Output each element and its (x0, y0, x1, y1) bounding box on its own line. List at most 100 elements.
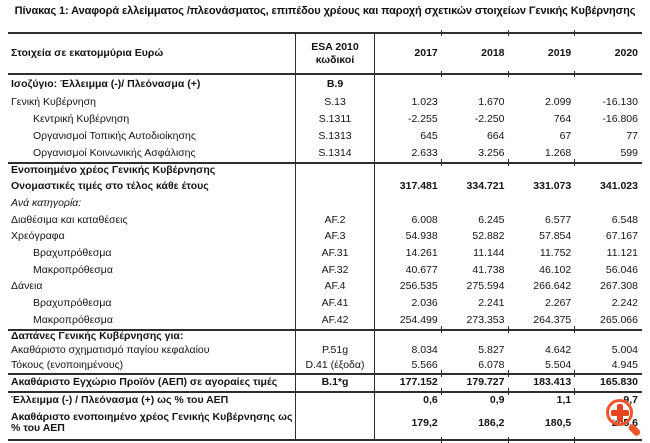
row-label: Κεντρική Κυβέρνηση (33, 112, 130, 125)
table-row: Δάνεια AF.4 256.535 275.594 266.642 267.308 (8, 278, 642, 296)
row-value-2018: 6.245 (478, 213, 505, 226)
table-row: Μακροπρόθεσμα AF.32 40.677 41.738 46.102 56.0… (8, 262, 642, 279)
row-esa-code: AF.42 (295, 312, 375, 329)
table-row: Ακαθάριστο σχηματισμό παγίου κεφαλαίου P.… (8, 343, 642, 359)
table-row: Ονομαστικές τιμές στο τέλος κάθε έτους 31… (8, 178, 642, 196)
row-value-2017: 2.633 (411, 146, 438, 159)
table-row: Ισοζύγιο: Έλλειμμα (-)/ Πλεόνασμα (+) B.9 (8, 75, 642, 94)
row-value-2019: 264.375 (533, 313, 572, 326)
row-esa-code (295, 392, 375, 408)
row-value-2020: 5.004 (611, 344, 638, 357)
row-value-2017 (375, 75, 442, 94)
row-value-2018 (442, 195, 509, 212)
row-label: Βραχυπρόθεσμα (33, 296, 112, 309)
table-row: Κεντρική Κυβέρνηση S.1311 -2.255 -2.250 764 -… (8, 111, 642, 128)
row-esa-code (295, 164, 375, 179)
row-label: Έλλειμμα (-) / Πλεόνασμα (+) ως % του ΑΕ… (11, 393, 229, 406)
table-row: Βραχυπρόθεσμα AF.41 2.036 2.241 2.267 2.242 (8, 295, 642, 313)
row-value-2017: 6.008 (411, 213, 438, 226)
row-value-2018: 52.882 (472, 230, 505, 243)
row-value-2018: 3.256 (478, 146, 505, 159)
row-value-2019: 5.504 (544, 358, 572, 371)
header-year-2017: 2017 (414, 46, 438, 59)
row-value-2019 (507, 159, 576, 179)
row-esa-code: B.1*g (295, 374, 375, 391)
magnifier-handle (627, 422, 642, 437)
table-row: Διαθέσιμα και καταθέσεις AF.2 6.008 6.245 6.… (8, 212, 642, 229)
row-value-2020: 6.548 (611, 213, 638, 226)
table-header-row: Στοιχεία σε εκατομμύρια Ευρώ ESA 2010 κω… (8, 30, 642, 77)
row-value-2020: 56.046 (605, 263, 638, 276)
row-value-2018: 1.670 (478, 95, 505, 108)
row-value-2019: 67 (559, 129, 572, 142)
table-body: Ισοζύγιο: Έλλειμμα (-)/ Πλεόνασμα (+) B.9… (8, 75, 642, 443)
row-value-2019: 2.267 (544, 296, 572, 309)
row-esa-code: S.13 (295, 94, 375, 111)
row-value-2018: 186,2 (440, 408, 509, 443)
row-value-2018: 6.078 (478, 358, 505, 371)
row-label: Γενική Κυβέρνηση (11, 95, 96, 108)
row-value-2018: 275.594 (466, 280, 505, 293)
row-value-2020 (575, 75, 642, 94)
row-value-2019: 183.413 (507, 369, 576, 391)
row-esa-code: AF.31 (295, 245, 375, 263)
row-value-2018: 179.727 (440, 369, 509, 391)
row-value-2019: 57.854 (539, 230, 572, 243)
table-row: Γενική Κυβέρνηση S.13 1.023 1.670 2.099 -16.1… (8, 94, 642, 111)
row-esa-code: AF.2 (295, 212, 375, 229)
row-esa-code: S.1314 (295, 145, 375, 162)
row-value-2020: 11.121 (606, 246, 638, 259)
row-esa-code: AF.4 (295, 278, 375, 296)
row-value-2017: 0,6 (423, 393, 438, 406)
row-label: Ακαθάριστο ενοποιημένο χρέος Γενικής Κυβ… (11, 410, 293, 435)
row-value-2017: 256.535 (399, 280, 438, 293)
row-esa-code: B.9 (295, 75, 375, 94)
row-value-2017: -2.255 (407, 112, 438, 125)
row-value-2019: 6.577 (544, 213, 572, 226)
table-row: Ακαθάριστο Εγχώριο Προϊόν (ΑΕΠ) σε αγορα… (8, 369, 642, 391)
row-label: Οργανισμοί Κοινωνικής Ασφάλισης (33, 146, 196, 159)
table-row: Οργανισμοί Τοπικής Αυτοδιοίκησης S.1313 64… (8, 128, 642, 145)
row-value-2019: 266.642 (533, 280, 572, 293)
row-value-2017: 54.938 (405, 230, 438, 243)
row-value-2018 (440, 159, 509, 179)
row-value-2017 (375, 331, 442, 344)
magnifier-ring (606, 399, 633, 426)
header-label: Στοιχεία σε εκατομμύρια Ευρώ (11, 46, 164, 59)
row-label: Βραχυπρόθεσμα (33, 246, 112, 259)
row-value-2017: 317.481 (399, 180, 438, 193)
row-value-2018: 11.144 (473, 246, 505, 259)
row-value-2019: 180,5 (507, 408, 576, 443)
row-value-2020: -9,7 (574, 387, 642, 408)
zoom-in-magnifier-icon[interactable] (606, 399, 644, 437)
row-value-2018: 2.241 (478, 296, 505, 309)
row-value-2019 (509, 75, 576, 94)
table-row: Ενοποιημένο χρέος Γενικής Κυβέρνησης (8, 159, 642, 179)
table-row: Έλλειμμα (-) / Πλεόνασμα (+) ως % του ΑΕ… (8, 387, 642, 408)
table-row: Χρεόγραφα AF.3 54.938 52.882 57.854 67.167 (8, 228, 642, 246)
row-value-2018: 0,9 (440, 387, 509, 408)
row-value-2017: 2.036 (411, 296, 438, 309)
row-value-2020: 165.830 (574, 369, 642, 391)
row-value-2020: 599 (620, 146, 638, 159)
row-value-2020: 265.066 (600, 313, 638, 326)
row-label: Ισοζύγιο: Έλλειμμα (-)/ Πλεόνασμα (+) (11, 77, 201, 90)
row-label: Ακαθάριστο σχηματισμό παγίου κεφαλαίου (11, 344, 210, 357)
row-esa-code: S.1313 (295, 128, 375, 145)
row-value-2020 (574, 325, 642, 344)
header-year-2020: 2020 (574, 30, 642, 77)
row-value-2018: 41.738 (472, 263, 505, 276)
header-esa-code: ESA 2010 κωδικοί (295, 34, 375, 73)
row-value-2019: 1.268 (544, 146, 572, 159)
row-value-2018: 273.353 (466, 313, 505, 326)
row-label: Διαθέσιμα και καταθέσεις (11, 213, 128, 226)
row-label: Ακαθάριστο Εγχώριο Προϊόν (ΑΕΠ) σε αγορα… (11, 376, 278, 389)
row-value-2020: 67.167 (605, 230, 638, 243)
column-tick (507, 436, 509, 443)
row-label: Χρεόγραφα (11, 230, 65, 243)
row-value-2017: 40.677 (405, 263, 438, 276)
row-value-2020: 4.945 (611, 358, 638, 371)
row-value-2018: -2.250 (474, 112, 505, 125)
column-tick (440, 436, 442, 443)
table-row: Ανά κατηγορία: (8, 195, 642, 213)
